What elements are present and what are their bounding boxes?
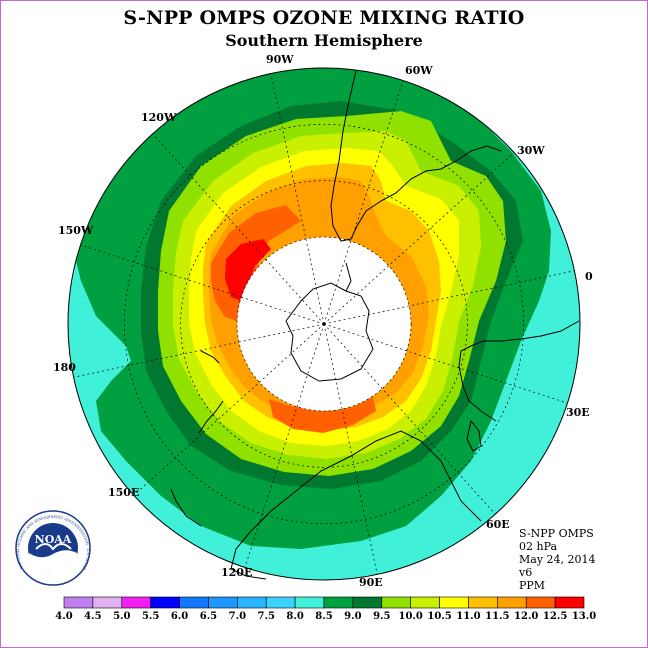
colorbar-swatch: [265, 596, 296, 609]
lon-label-30w: 30W: [517, 144, 545, 157]
africa-coast: [458, 320, 580, 422]
info-instrument: S-NPP OMPS: [519, 527, 594, 540]
colorbar-swatch: [439, 596, 469, 609]
noaa-logo-gull: [35, 543, 72, 551]
latitude-circle: [236, 236, 412, 412]
colorbar-tick-label: 10.0: [398, 611, 422, 622]
lon-label-150e: 150E: [108, 486, 139, 499]
colorbar-swatch: [381, 596, 411, 609]
lon-label-120w: 120W: [141, 111, 177, 124]
colorbar-tick-label: 8.5: [315, 611, 332, 622]
australia-west: [170, 488, 202, 527]
colorbar-swatch: [525, 596, 556, 609]
colorbar-tick-label: 9.0: [344, 611, 361, 622]
australia-coast: [230, 430, 482, 580]
colorbar-swatch: [63, 596, 94, 609]
map-boundary: [67, 67, 581, 581]
info-level: 02 hPa: [519, 540, 558, 553]
colorbar-swatch: [208, 596, 238, 609]
lon-label-120e: 120E: [221, 566, 252, 579]
colorbar-swatch: [352, 596, 383, 609]
colorbar-tick-label: 4.0: [55, 611, 72, 622]
lon-label-0: 0: [585, 270, 593, 283]
lon-label-90e: 90E: [359, 576, 383, 589]
colorbar-swatch: [121, 596, 151, 609]
colorbar-swatch: [410, 596, 440, 609]
info-date: May 24, 2014: [519, 553, 596, 566]
colorbar-swatch: [92, 596, 123, 609]
graticule: [73, 73, 575, 575]
lon-label-30e: 30E: [566, 406, 590, 419]
colorbar-swatch: [468, 596, 498, 609]
colorbar-swatch: [237, 596, 267, 609]
colorbar-tick-label: 10.5: [427, 611, 451, 622]
lon-label-60e: 60E: [486, 518, 510, 531]
colorbar-tick-label: 6.5: [200, 611, 217, 622]
info-units: PPM: [519, 579, 546, 592]
latitude-circle: [123, 123, 525, 525]
colorbar-swatch: [150, 596, 180, 609]
longitude-labels: 90W 60W 30W 0 30E 60E 90E 120E 150E 180 …: [53, 53, 593, 589]
info-block: S-NPP OMPS 02 hPa May 24, 2014 v6 PPM: [519, 527, 596, 592]
colorbar-tick-label: 5.5: [142, 611, 159, 622]
colorbar-swatch: [554, 596, 585, 609]
new-zealand: [198, 350, 224, 434]
colorbar-tick-label: 7.5: [258, 611, 275, 622]
colorbar-swatch: [179, 596, 209, 609]
info-version: v6: [519, 566, 533, 579]
coastlines: [170, 70, 580, 580]
lon-label-90w: 90W: [266, 53, 294, 66]
colorbar-tick-label: 12.5: [543, 611, 567, 622]
colorbar-swatch: [497, 596, 527, 609]
colorbar-tick-label: 5.0: [113, 611, 130, 622]
colorbar-tick-label: 11.0: [456, 611, 480, 622]
south-america-coast: [330, 70, 502, 242]
colorbar-swatch: [323, 596, 354, 609]
colorbar-tick-label: 8.0: [286, 611, 303, 622]
lon-label-60w: 60W: [405, 64, 433, 77]
colorbar-tick-label: 7.0: [229, 611, 246, 622]
antarctica-coast: [285, 282, 374, 382]
colorbar-tick-label: 6.0: [171, 611, 188, 622]
colorbar-tick-label: 13.0: [572, 611, 596, 622]
noaa-logo-text: NOAA: [35, 533, 72, 546]
latitude-circle: [180, 180, 468, 468]
colorbar-tick-label: 12.0: [514, 611, 538, 622]
lon-label-150w: 150W: [58, 224, 94, 237]
madagascar: [466, 419, 482, 452]
ozone-field: [68, 68, 580, 580]
antarctic-peninsula: [345, 262, 352, 292]
contour-band-12.0: [225, 239, 271, 301]
colorbar-tick-label: 11.5: [485, 611, 509, 622]
colorbar: 4.0 4.5 5.0 5.5 6.0 6.5 7.0 7.5 8.0 8.5 9.0 9.5 10.0…: [55, 596, 596, 622]
contour-band-11.5-south: [269, 397, 376, 433]
lon-label-180: 180: [53, 361, 76, 374]
map-subtitle: Southern Hemisphere: [225, 31, 423, 50]
colorbar-swatch: [294, 596, 325, 609]
colorbar-tick-label: 9.5: [373, 611, 390, 622]
colorbar-tick-label: 4.5: [84, 611, 101, 622]
map-title: S-NPP OMPS OZONE MIXING RATIO: [123, 7, 525, 29]
noaa-logo-wave: [29, 550, 77, 574]
